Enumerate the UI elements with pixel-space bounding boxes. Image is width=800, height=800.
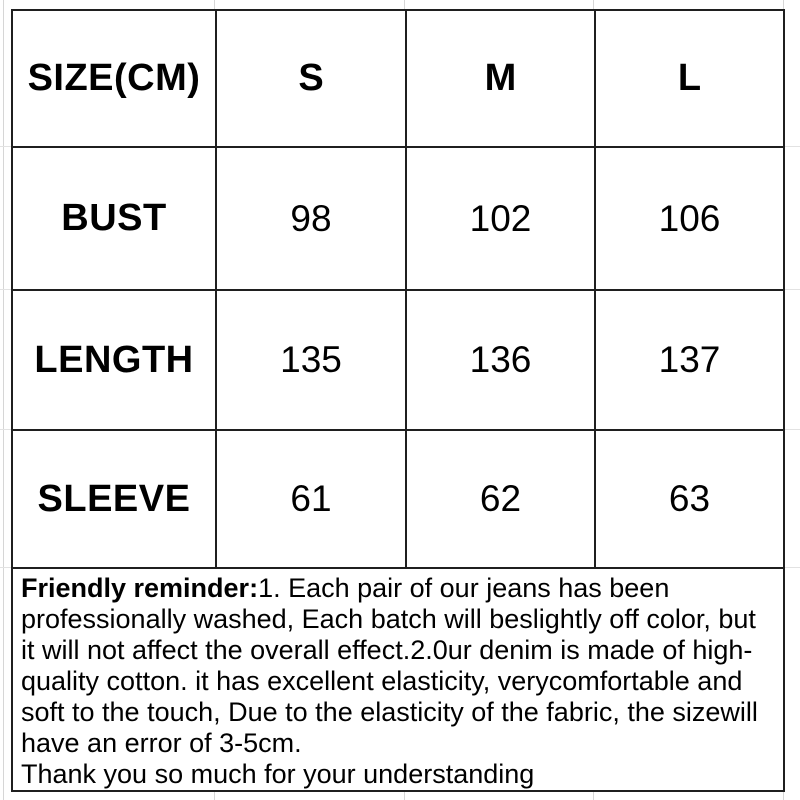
size-chart-table: SIZE(CM) S M L BUST 98 102 106 LENGTH 13… bbox=[11, 9, 785, 792]
cell-bust-s: 98 bbox=[215, 146, 407, 291]
gridline-row1-left bbox=[0, 146, 11, 147]
reminder-line-1: Friendly reminder:1. Each pair of our je… bbox=[21, 573, 777, 604]
table-row-length: LENGTH 135 136 137 bbox=[11, 289, 785, 431]
reminder-line-7: Thank you so much for your understanding bbox=[21, 759, 535, 789]
gridline-col4-bottom bbox=[783, 786, 784, 800]
gridline-col3-bottom bbox=[593, 786, 594, 800]
cell-length-l: 137 bbox=[594, 289, 785, 431]
reminder-cell: Friendly reminder:1. Each pair of our je… bbox=[11, 567, 785, 792]
gridline-row2-left bbox=[0, 289, 11, 290]
row-label-sleeve: SLEEVE bbox=[11, 429, 217, 569]
cell-sleeve-l: 63 bbox=[594, 429, 785, 569]
gridline-col1-bottom bbox=[214, 786, 215, 800]
gridline-col2-top bbox=[404, 0, 405, 10]
cell-sleeve-s: 61 bbox=[215, 429, 407, 569]
reminder-row: Friendly reminder:1. Each pair of our je… bbox=[11, 567, 785, 792]
reminder-line-6: have an error of 3-5cm. bbox=[21, 728, 302, 758]
cell-bust-m: 102 bbox=[405, 146, 596, 291]
column-header-m: M bbox=[405, 9, 596, 148]
gridline-col1-top bbox=[214, 0, 215, 10]
cell-bust-l: 106 bbox=[594, 146, 785, 291]
reminder-line-2: professionally washed, Each batch will b… bbox=[21, 604, 756, 634]
cell-sleeve-m: 62 bbox=[405, 429, 596, 569]
reminder-line-1-text: 1. Each pair of our jeans has been bbox=[258, 573, 670, 603]
gridline-col4-top bbox=[783, 0, 784, 10]
column-header-s: S bbox=[215, 9, 407, 148]
column-header-l: L bbox=[594, 9, 785, 148]
gridline-row4-left bbox=[0, 567, 11, 568]
gridline-row4-right bbox=[785, 567, 800, 568]
unit-header-cell: SIZE(CM) bbox=[11, 9, 217, 148]
reminder-line-5: soft to the touch, Due to the elasticity… bbox=[21, 697, 758, 727]
reminder-line-3: it will not affect the overall effect.2.… bbox=[21, 635, 753, 665]
cell-length-s: 135 bbox=[215, 289, 407, 431]
reminder-title: Friendly reminder: bbox=[21, 573, 259, 603]
row-label-length: LENGTH bbox=[11, 289, 217, 431]
table-row-bust: BUST 98 102 106 bbox=[11, 146, 785, 291]
reminder-line-4: quality cotton. it has excellent elastic… bbox=[21, 666, 743, 696]
gridline-row1-right bbox=[785, 146, 800, 147]
cell-length-m: 136 bbox=[405, 289, 596, 431]
gridline-row3-right bbox=[785, 429, 800, 430]
gridline-left-margin bbox=[3, 0, 4, 800]
gridline-col2-bottom bbox=[404, 786, 405, 800]
row-label-bust: BUST bbox=[11, 146, 217, 291]
gridline-row3-left bbox=[0, 429, 11, 430]
header-row: SIZE(CM) S M L bbox=[11, 9, 785, 148]
gridline-col3-top bbox=[593, 0, 594, 10]
table-row-sleeve: SLEEVE 61 62 63 bbox=[11, 429, 785, 569]
gridline-row2-right bbox=[785, 289, 800, 290]
